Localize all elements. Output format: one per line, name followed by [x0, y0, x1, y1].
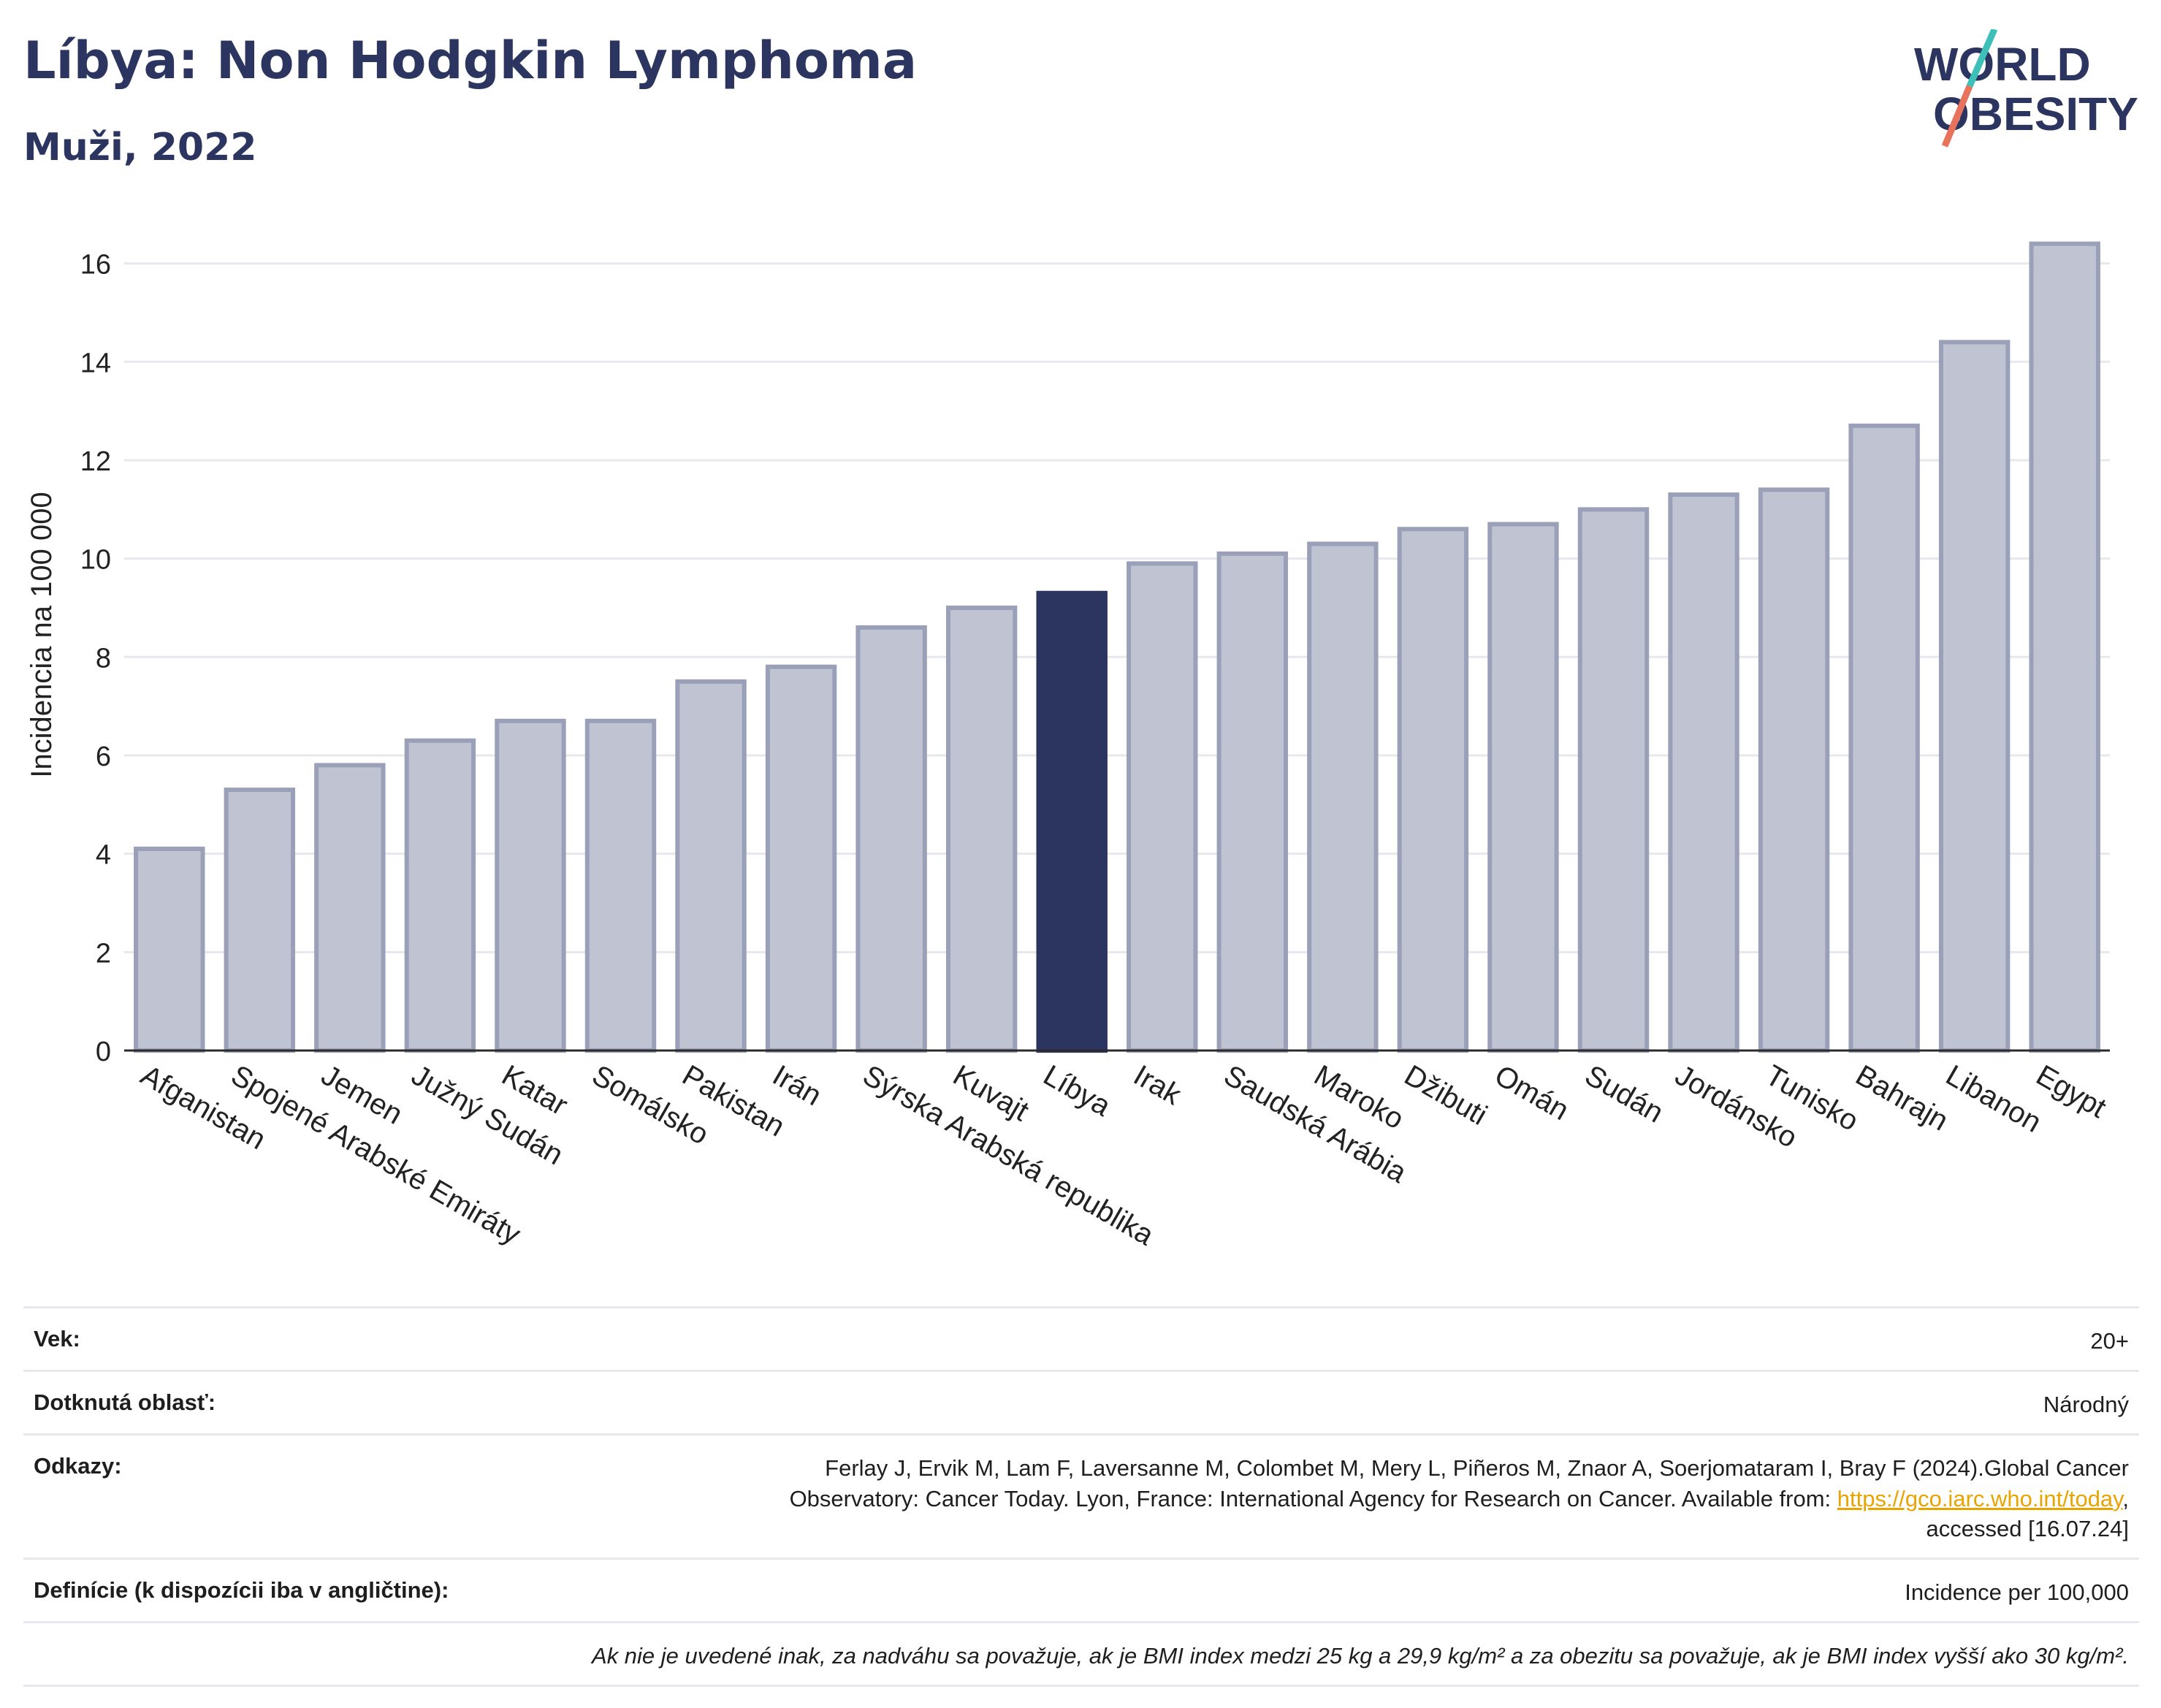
logo-slash-red: [1941, 85, 1973, 148]
bar-libanon: [1938, 340, 2011, 1053]
bar-egypt: [2029, 241, 2100, 1053]
references-label: Odkazy:: [34, 1452, 122, 1479]
bar-kuvajt: [945, 605, 1018, 1053]
info-row-references: Odkazy: Ferlay J, Ervik M, Lam F, Lavers…: [23, 1433, 2139, 1558]
bar-spojené-arabské-emiráty: [224, 788, 296, 1053]
info-row-age: Vek: 20+: [23, 1306, 2139, 1370]
y-tick-labels: 0 2 4 6 8 10 12 14 16: [80, 250, 111, 1067]
age-value: 20+: [2090, 1328, 2129, 1354]
x-tick-label: Libanon: [1940, 1059, 2046, 1139]
bar-maroko: [1307, 541, 1379, 1053]
bar-pakistan: [675, 679, 747, 1053]
y-tick-label: 12: [80, 446, 111, 477]
y-tick-label: 4: [96, 840, 111, 871]
references-text-1: Ferlay J, Ervik M, Lam F, Laversanne M, …: [825, 1455, 2129, 1481]
bar-bahrajn: [1848, 423, 1920, 1053]
x-tick-label: Džibuti: [1399, 1059, 1493, 1132]
references-link[interactable]: https://gco.iarc.who.int/today: [1837, 1485, 2123, 1511]
bar-sýrska-arabská-republika: [855, 625, 927, 1053]
references-text-3: accessed [16.07.24]: [1926, 1516, 2129, 1542]
bar-džibuti: [1397, 527, 1469, 1053]
bar-sudán: [1577, 507, 1650, 1053]
x-tick-label: Omán: [1489, 1059, 1574, 1127]
y-tick-label: 8: [96, 643, 111, 674]
bar-saudská-arábia: [1216, 551, 1289, 1053]
x-tick-label: Južný Sudán: [406, 1059, 568, 1172]
x-tick-label: Irak: [1128, 1059, 1187, 1112]
y-tick-label: 10: [80, 545, 111, 576]
info-table: Vek: 20+ Dotknutá oblasť: Národný Odkazy…: [23, 1306, 2139, 1687]
age-label: Vek:: [34, 1326, 80, 1351]
y-tick-label: 6: [96, 741, 111, 772]
x-tick-label: Irán: [767, 1059, 827, 1113]
chart-subtitle: Muži, 2022: [23, 126, 257, 169]
y-tick-label: 2: [96, 938, 111, 969]
bar-somálsko: [584, 718, 657, 1053]
logo-slash-teal: [1966, 29, 1998, 88]
bar-irak: [1127, 561, 1198, 1053]
bar-jemen: [314, 763, 386, 1053]
bar-jordánsko: [1668, 492, 1739, 1053]
x-tick-label: Líbya: [1038, 1059, 1116, 1123]
y-axis-label: Incidencia na 100 000: [26, 492, 58, 777]
world-obesity-logo: WORLD OBESITY: [1914, 29, 2138, 148]
bar-katar: [495, 718, 566, 1053]
info-row-note: Ak nie je uvedené inak, za nadváhu sa po…: [23, 1621, 2139, 1687]
references-text-2: Observatory: Cancer Today. Lyon, France:…: [789, 1485, 1837, 1511]
bar-tunisko: [1758, 487, 1830, 1053]
references-value: Ferlay J, Ervik M, Lam F, Laversanne M, …: [789, 1455, 2129, 1542]
bar-omán: [1487, 522, 1559, 1053]
chart-title: Líbya: Non Hodgkin Lymphoma: [23, 31, 918, 91]
definitions-value: Incidence per 100,000: [1905, 1579, 2129, 1606]
bar-irán: [765, 664, 837, 1053]
logo-text-world: WORLD: [1914, 38, 2091, 91]
bars: [134, 241, 2100, 1053]
definitions-label: Definície (k dispozícii iba v angličtine…: [34, 1577, 449, 1604]
x-tick-label: Bahrajn: [1851, 1059, 1954, 1137]
bar-južný-sudán: [404, 738, 476, 1053]
y-tick-label: 14: [80, 348, 111, 378]
x-tick-label: Sudán: [1579, 1059, 1669, 1129]
area-value: Národný: [2043, 1391, 2129, 1417]
info-row-definitions: Definície (k dispozícii iba v angličtine…: [23, 1558, 2139, 1621]
bar-afganistan: [134, 846, 205, 1053]
y-tick-label: 0: [96, 1037, 111, 1067]
bar-líbya: [1036, 590, 1108, 1053]
area-label: Dotknutá oblasť:: [34, 1389, 216, 1415]
bmi-note: Ak nie je uvedené inak, za nadváhu sa po…: [592, 1643, 2129, 1669]
info-row-area: Dotknutá oblasť: Národný: [23, 1369, 2139, 1433]
y-tick-label: 16: [80, 250, 111, 281]
